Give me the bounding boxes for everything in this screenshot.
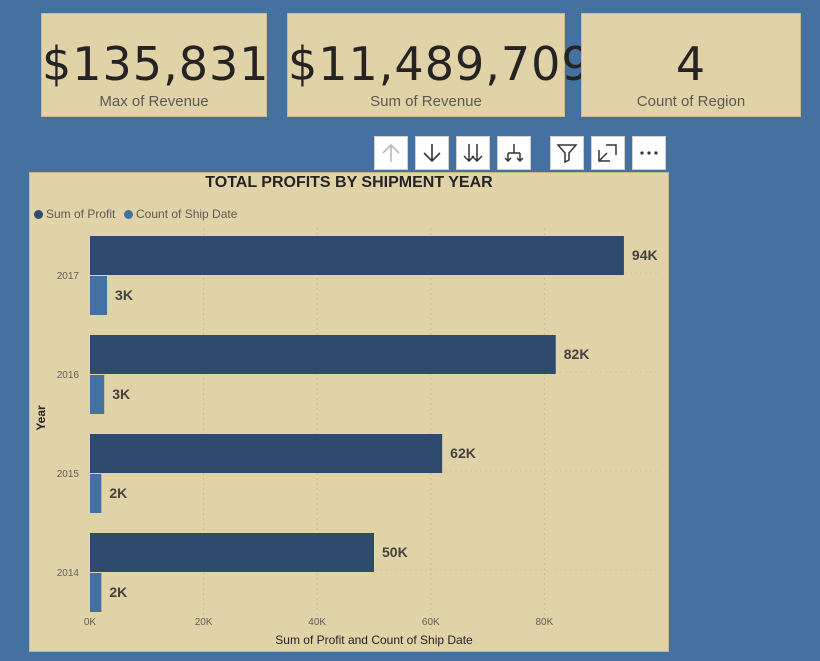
kpi-card-max-revenue[interactable]: $135,831 Max of Revenue — [41, 13, 270, 117]
chart-title: TOTAL PROFITS BY SHIPMENT YEAR — [205, 174, 493, 191]
expand-next-level-button[interactable] — [456, 136, 490, 170]
x-tick-label: 40K — [308, 617, 326, 628]
data-label-profit: 50K — [382, 544, 408, 560]
drill-down-icon — [423, 144, 441, 163]
expand-hierarchy-button[interactable] — [497, 136, 531, 170]
kpi-card-count-region[interactable]: 4 Count of Region — [581, 13, 801, 117]
bar-profit[interactable] — [90, 335, 556, 374]
drill-up-button[interactable] — [374, 136, 408, 170]
kpi-label: Count of Region — [636, 93, 746, 110]
legend-label: Count of Ship Date — [136, 207, 238, 221]
kpi-value: $11,489,709 — [288, 37, 592, 91]
x-axis-title: Sum of Profit and Count of Ship Date — [275, 633, 473, 647]
legend-dot-icon — [34, 209, 43, 219]
kpi-card-sum-revenue[interactable]: $11,489,709 Sum of Revenue — [287, 13, 592, 117]
legend-item-ship-date[interactable]: Count of Ship Date — [124, 207, 237, 221]
y-tick-label: 2017 — [57, 271, 80, 282]
more-options-icon — [640, 151, 658, 155]
kpi-label: Max of Revenue — [99, 93, 209, 110]
bar-profit[interactable] — [90, 434, 443, 473]
bar-ship-date[interactable] — [90, 276, 108, 315]
data-label-ship-date: 3K — [115, 287, 133, 303]
y-tick-label: 2014 — [57, 568, 80, 579]
bar-chart-panel[interactable]: TOTAL PROFITS BY SHIPMENT YEAR Sum of Pr… — [29, 172, 669, 652]
bar-ship-date[interactable] — [90, 375, 105, 414]
data-label-profit: 94K — [632, 247, 658, 263]
plot-area: 0K 20K 40K 60K 80K 94K 3K 2017 82K 3K 2016 62K 2K 201… — [34, 228, 658, 647]
bar-ship-date[interactable] — [90, 474, 102, 513]
focus-mode-button[interactable] — [591, 136, 625, 170]
y-tick-label: 2016 — [57, 370, 80, 381]
drill-down-button[interactable] — [415, 136, 449, 170]
bar-profit[interactable] — [90, 533, 374, 572]
y-tick-label: 2015 — [57, 469, 80, 480]
data-label-profit: 82K — [564, 346, 590, 362]
focus-mode-icon — [598, 144, 617, 162]
legend-item-profit[interactable]: Sum of Profit — [34, 207, 115, 221]
x-tick-label: 0K — [84, 617, 97, 628]
legend-label: Sum of Profit — [46, 207, 116, 221]
data-label-profit: 62K — [450, 445, 476, 461]
legend-dot-icon — [124, 209, 133, 219]
kpi-value: $135,831 — [42, 37, 270, 91]
x-tick-label: 80K — [536, 617, 554, 628]
kpi-value: 4 — [675, 37, 707, 91]
expand-hierarchy-icon — [504, 144, 524, 163]
more-options-button[interactable] — [632, 136, 666, 170]
y-axis-title: Year — [34, 405, 48, 431]
kpi-label: Sum of Revenue — [370, 93, 482, 110]
drill-up-icon — [382, 143, 400, 162]
data-label-ship-date: 2K — [109, 485, 127, 501]
data-label-ship-date: 3K — [112, 386, 130, 402]
bar-ship-date[interactable] — [90, 573, 102, 612]
filter-button[interactable] — [550, 136, 584, 170]
expand-next-level-icon — [463, 144, 483, 163]
bar-profit[interactable] — [90, 236, 624, 275]
x-tick-label: 20K — [195, 617, 213, 628]
x-tick-label: 60K — [422, 617, 440, 628]
data-label-ship-date: 2K — [109, 584, 127, 600]
filter-icon — [556, 144, 578, 164]
